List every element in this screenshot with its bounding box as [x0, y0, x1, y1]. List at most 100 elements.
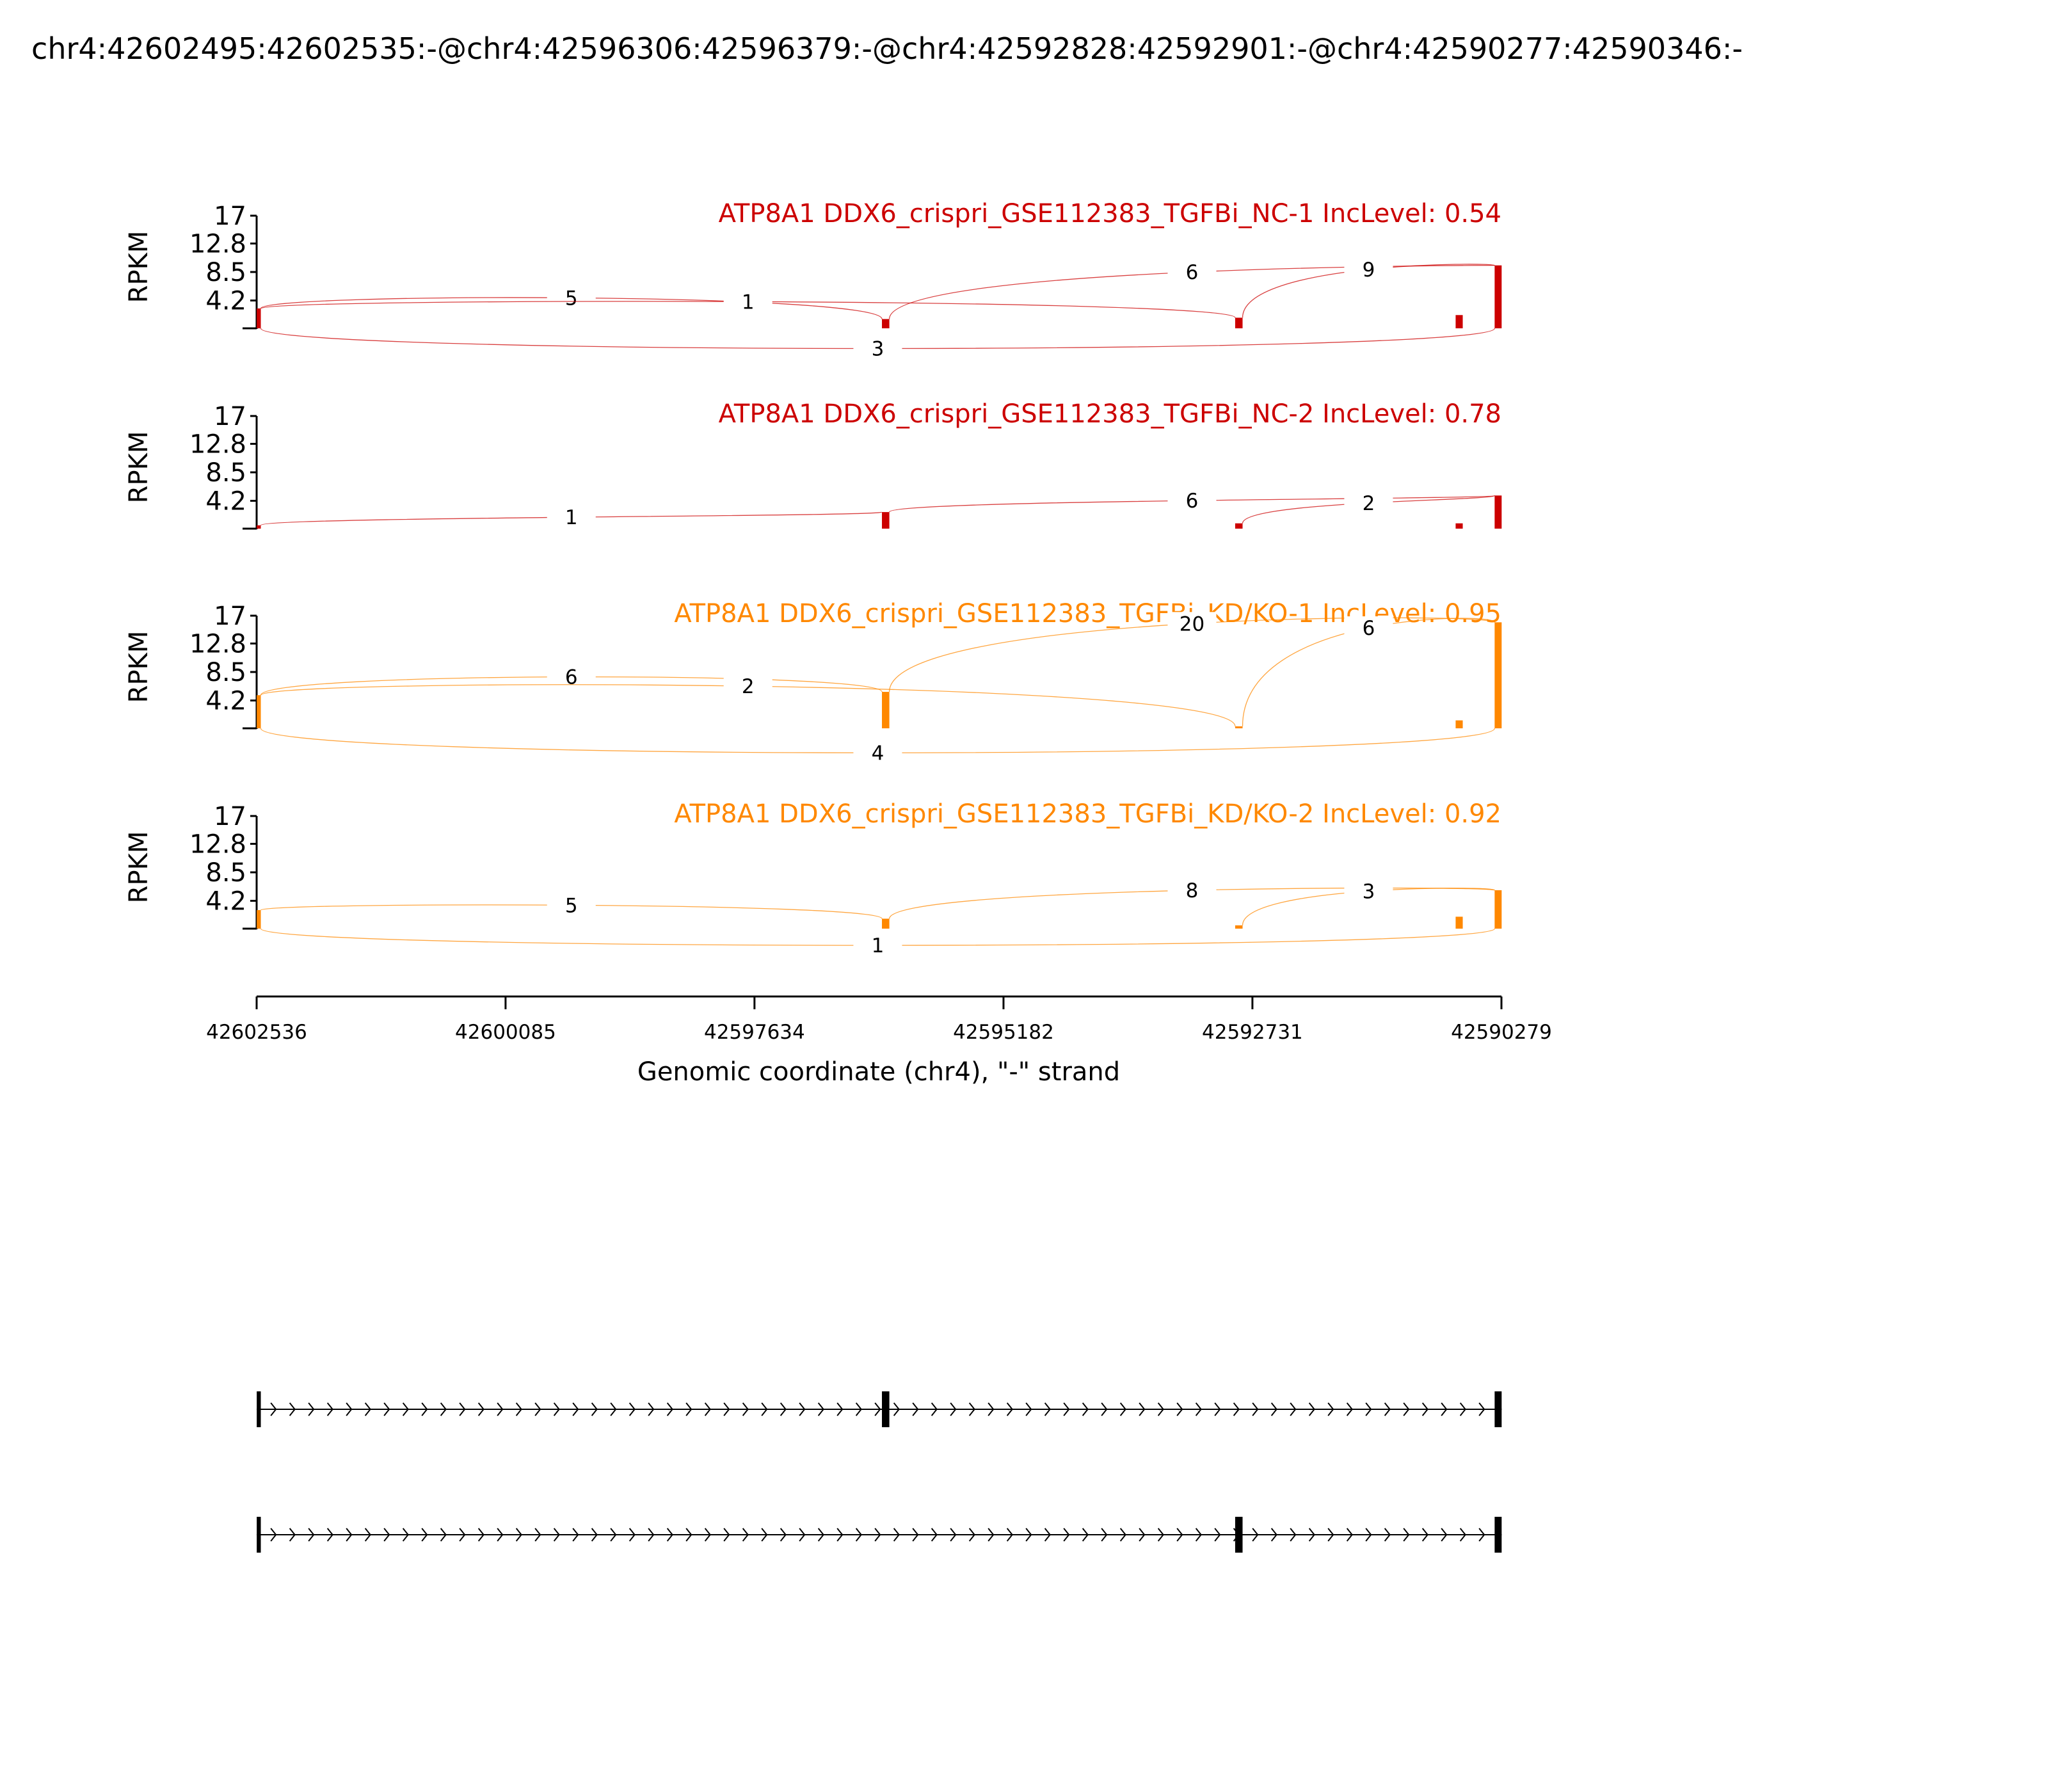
exon-block — [257, 1391, 261, 1427]
junction-count-label: 1 — [565, 506, 578, 529]
y-tick-label: 8.5 — [205, 658, 246, 687]
strand-arrow — [1044, 1402, 1051, 1416]
strand-arrow — [1327, 1528, 1334, 1542]
strand-arrow — [553, 1528, 560, 1542]
strand-arrow — [836, 1528, 844, 1542]
strand-arrow — [270, 1528, 277, 1542]
strand-arrow — [610, 1528, 617, 1542]
strand-arrow — [1214, 1402, 1221, 1416]
strand-arrow — [723, 1402, 730, 1416]
sample-title: ATP8A1 DDX6_crispri_GSE112383_TGFBi_KD/K… — [674, 799, 1501, 829]
junction-label-box — [853, 741, 902, 764]
strand-arrow — [1006, 1528, 1013, 1542]
strand-arrow — [1441, 1402, 1448, 1416]
strand-arrow — [893, 1528, 900, 1542]
strand-arrow — [855, 1528, 862, 1542]
coverage-bar — [882, 319, 890, 328]
strand-arrow — [1101, 1402, 1108, 1416]
strand-arrow — [685, 1402, 692, 1416]
sample-panel: 4.28.512.817 RPKM ATP8A1 DDX6_crispri_GSE1… — [124, 799, 1502, 957]
strand-arrow — [1082, 1402, 1089, 1416]
strand-arrow — [893, 1402, 900, 1416]
x-tick-label: 42600085 — [455, 1021, 556, 1044]
strand-arrow — [534, 1528, 541, 1542]
strand-arrow — [1025, 1402, 1032, 1416]
strand-arrow — [289, 1528, 296, 1542]
strand-arrow — [1459, 1528, 1466, 1542]
exon-block — [1494, 1517, 1502, 1553]
y-tick-label: 4.2 — [205, 487, 246, 516]
strand-arrow — [761, 1402, 768, 1416]
junction-count-label: 6 — [565, 666, 578, 689]
strand-arrow — [1063, 1402, 1070, 1416]
strand-arrow — [1421, 1528, 1428, 1542]
isoform-track — [257, 1391, 1502, 1553]
strand-arrow — [421, 1402, 428, 1416]
strand-arrow — [742, 1402, 749, 1416]
strand-arrow — [591, 1528, 598, 1542]
junction-label-box — [723, 290, 772, 312]
strand-arrow — [477, 1402, 484, 1416]
strand-arrow — [440, 1402, 447, 1416]
strand-arrow — [723, 1528, 730, 1542]
strand-arrow — [497, 1402, 504, 1416]
junction-count-label: 1 — [872, 934, 884, 957]
strand-arrow — [628, 1402, 636, 1416]
strand-arrow — [780, 1528, 787, 1542]
junction-label-box — [547, 286, 596, 308]
y-tick-label: 4.2 — [205, 687, 246, 716]
junction-count-label: 5 — [565, 894, 578, 917]
strand-arrow — [780, 1402, 787, 1416]
strand-arrow — [799, 1528, 806, 1542]
coverage-bar — [1455, 720, 1463, 728]
exon-block — [1235, 1517, 1243, 1553]
strand-arrow — [1119, 1528, 1126, 1542]
strand-arrow — [402, 1402, 409, 1416]
strand-arrow — [1403, 1402, 1410, 1416]
junction-label-box — [1344, 257, 1393, 280]
coverage-bar — [1455, 315, 1463, 328]
strand-arrow — [1365, 1528, 1372, 1542]
strand-arrow — [666, 1528, 673, 1542]
strand-arrow — [704, 1402, 711, 1416]
strand-arrow — [1459, 1402, 1466, 1416]
strand-arrow — [308, 1402, 315, 1416]
coverage-bar — [257, 695, 261, 728]
junction-count-label: 2 — [1363, 492, 1375, 515]
y-tick-label: 4.2 — [205, 287, 246, 316]
y-tick-label: 4.2 — [205, 887, 246, 916]
strand-arrow — [1327, 1402, 1334, 1416]
junction-label-box — [853, 337, 902, 359]
strand-arrow — [1308, 1528, 1315, 1542]
exon-block — [882, 1391, 890, 1427]
strand-arrow — [1384, 1402, 1391, 1416]
strand-arrow — [270, 1402, 277, 1416]
x-axis: 42602536 42600085 42597634 42595182 42592731… — [206, 995, 1552, 1044]
strand-arrow — [421, 1528, 428, 1542]
coverage-bar — [882, 512, 890, 529]
junction-count-label: 6 — [1363, 617, 1375, 640]
strand-arrow — [1025, 1528, 1032, 1542]
sample-panel: 4.28.512.817 RPKM ATP8A1 DDX6_crispri_GSE1… — [124, 199, 1502, 361]
strand-arrow — [912, 1528, 919, 1542]
strand-arrow — [666, 1402, 673, 1416]
x-axis-label: Genomic coordinate (chr4), "-" strand — [637, 1057, 1120, 1087]
junction-count-label: 3 — [872, 338, 884, 361]
strand-arrow — [515, 1402, 522, 1416]
strand-arrow — [1233, 1402, 1240, 1416]
coverage-bar — [1455, 916, 1463, 929]
strand-arrow — [1176, 1528, 1183, 1542]
junction-label-box — [853, 934, 902, 956]
strand-arrow — [402, 1528, 409, 1542]
strand-arrow — [572, 1528, 579, 1542]
junction-label-box — [1167, 260, 1217, 283]
junction-label-box — [547, 665, 596, 687]
x-tick-label: 42602536 — [206, 1021, 307, 1044]
junction-label-box — [1344, 879, 1393, 902]
y-axis-label: RPKM — [124, 431, 154, 504]
sample-panel: 4.28.512.817 RPKM ATP8A1 DDX6_crispri_GSE1… — [124, 399, 1502, 530]
strand-arrow — [1119, 1402, 1126, 1416]
strand-arrow — [289, 1402, 296, 1416]
junction-label-box — [547, 506, 596, 528]
